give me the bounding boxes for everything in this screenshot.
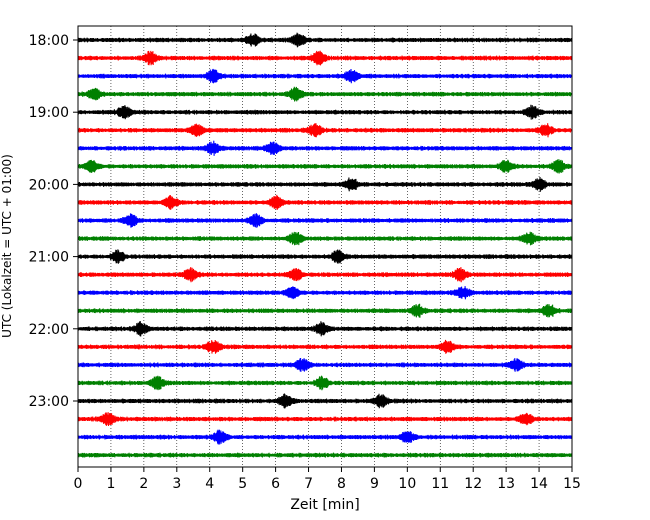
trace-line <box>77 393 573 409</box>
trace-line <box>77 303 573 318</box>
trace-line <box>77 123 573 138</box>
x-tick-label: 8 <box>337 476 346 492</box>
trace-line <box>77 50 573 66</box>
y-tick-label: 20:00 <box>29 177 69 193</box>
x-tick-label: 0 <box>74 476 83 492</box>
y-axis-label: UTC (Lokalzeit = UTC + 01:00) <box>0 154 14 338</box>
trace-line <box>77 159 573 174</box>
trace-line <box>77 339 573 354</box>
trace-line <box>77 86 573 102</box>
x-tick-label: 3 <box>172 476 181 492</box>
trace-line <box>77 213 573 228</box>
trace-line <box>77 357 573 372</box>
trace-line <box>77 68 573 84</box>
y-tick-label: 21:00 <box>29 250 69 266</box>
x-tick-label: 2 <box>139 476 148 492</box>
y-axis-ticks: 18:00 19:00 20:00 21:00 22:00 23:00 <box>29 33 78 410</box>
y-tick-label: 19:00 <box>29 105 69 121</box>
x-tick-label: 9 <box>370 476 379 492</box>
trace-line <box>77 267 573 283</box>
x-tick-label: 1 <box>106 476 115 492</box>
x-tick-label: 14 <box>530 476 548 492</box>
trace-line <box>77 104 573 120</box>
x-tick-label: 15 <box>563 476 581 492</box>
x-tick-label: 12 <box>464 476 482 492</box>
y-tick-label: 22:00 <box>29 322 69 338</box>
trace-line <box>77 231 573 246</box>
y-tick-label: 18:00 <box>29 33 69 49</box>
x-tick-label: 7 <box>304 476 313 492</box>
trace-line <box>77 375 573 391</box>
trace-line <box>77 412 573 427</box>
trace-line <box>77 286 573 300</box>
plot-frame <box>77 25 573 468</box>
trace-line <box>77 32 573 48</box>
trace-line <box>77 194 573 211</box>
x-axis-label: Zeit [min] <box>290 497 359 513</box>
trace-line <box>77 249 573 264</box>
seismic-traces <box>77 32 573 458</box>
x-tick-label: 4 <box>205 476 214 492</box>
x-axis-ticks: 0 1 2 3 4 5 6 7 8 9 10 11 12 13 14 15 <box>74 467 581 492</box>
x-tick-label: 13 <box>497 476 515 492</box>
y-tick-label: 23:00 <box>29 394 69 410</box>
x-tick-label: 5 <box>238 476 247 492</box>
trace-line <box>77 429 573 445</box>
x-tick-label: 10 <box>398 476 416 492</box>
trace-line <box>77 176 573 192</box>
x-tick-label: 11 <box>431 476 449 492</box>
trace-line <box>77 452 573 458</box>
trace-line <box>77 321 573 337</box>
trace-line <box>77 140 573 156</box>
x-tick-label: 6 <box>271 476 280 492</box>
